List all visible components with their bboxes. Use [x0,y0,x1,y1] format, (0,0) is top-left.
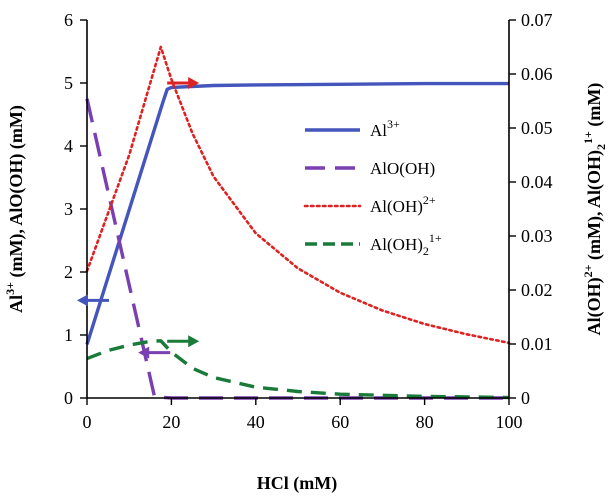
series-line-4 [86,339,510,400]
axis-arrow-4 [167,335,200,348]
series-line-3 [85,45,511,345]
y-left-tick-label: 6 [64,10,73,30]
x-axis-title: HCl (mM) [257,473,337,494]
y-right-tick-label: 0 [521,388,530,408]
axis-arrow-3 [167,77,200,89]
x-tick-label: 40 [247,412,265,432]
y-right-tick-label: 0.03 [521,226,553,246]
y-right-tick-label: 0.01 [521,334,553,354]
y-right-tick-label: 0.07 [521,10,553,30]
y-right-tick-label: 0.04 [521,172,553,192]
legend-label: Al3+ [370,117,400,140]
arrow-head [188,77,200,89]
y-left-tick-label: 2 [64,262,73,282]
axis-title-text: Al(OH)2+ (mM), Al(OH)21+ (mM) [581,83,608,336]
y-left-tick-label: 0 [64,388,73,408]
y-right-tick-label: 0.05 [521,118,553,138]
axis-arrow-2 [138,346,171,359]
x-tick-label: 80 [416,412,434,432]
y-right-axis-title: Al(OH)2+ (mM), Al(OH)21+ (mM) [581,83,608,336]
x-tick-label: 100 [496,412,523,432]
axis-indicator-arrows [77,77,200,359]
arrow-head [188,335,200,348]
x-tick-label: 20 [162,412,180,432]
y-right-tick-label: 0.02 [521,280,553,300]
axes-group: 0 20 40 60 80 100012345600.010.020.030.040.05… [64,10,553,432]
y-left-tick-label: 3 [64,199,73,219]
legend-entry-1: Al3+ [305,117,400,140]
legend: Al3+ AlO(OH) Al(OH)2+ Al(OH)21+ [303,117,442,258]
series-line-1 [85,81,509,345]
y-left-axis-title: Al3+ (mM), AlO(OH) (mM) [3,105,27,313]
legend-label: Al(OH)21+ [370,231,442,258]
y-left-tick-label: 1 [64,325,73,345]
y-right-tick-label: 0.06 [521,64,553,84]
plot-series-group [85,45,511,400]
legend-entry-4: Al(OH)21+ [305,231,442,258]
legend-entry-2: AlO(OH) [305,159,435,178]
x-tick-label: 60 [331,412,349,432]
axis-arrow-1 [77,294,109,307]
legend-entry-3: Al(OH)2+ [303,193,436,216]
legend-label: AlO(OH) [370,159,435,178]
arrow-head [77,294,88,307]
y-left-tick-label: 4 [64,136,73,156]
y-left-tick-label: 5 [64,73,73,93]
legend-label: Al(OH)2+ [370,193,436,216]
arrow-head [138,346,150,359]
axis-title-text: Al3+ (mM), AlO(OH) (mM) [3,105,27,313]
x-tick-label: 0 [83,412,92,432]
